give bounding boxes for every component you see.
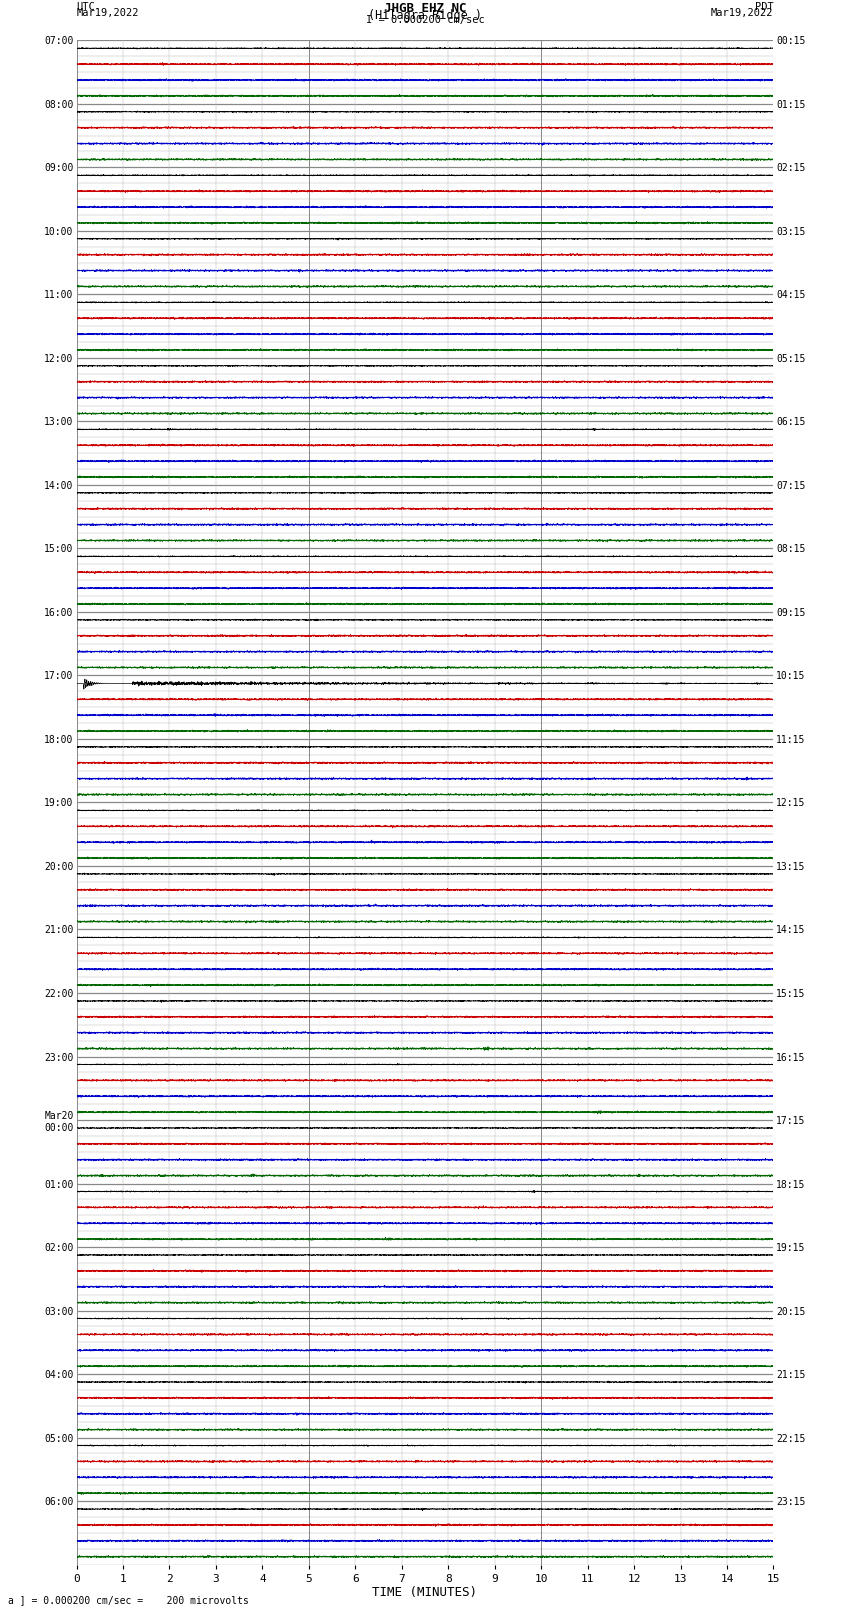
Text: PDT: PDT (755, 3, 774, 13)
Text: (Hilagra Ridge ): (Hilagra Ridge ) (368, 10, 482, 23)
Text: a ] = 0.000200 cm/sec =    200 microvolts: a ] = 0.000200 cm/sec = 200 microvolts (8, 1595, 249, 1605)
Text: Mar19,2022: Mar19,2022 (76, 8, 139, 18)
Text: JHGB EHZ NC: JHGB EHZ NC (383, 3, 467, 16)
Text: UTC: UTC (76, 3, 95, 13)
Text: Mar19,2022: Mar19,2022 (711, 8, 774, 18)
X-axis label: TIME (MINUTES): TIME (MINUTES) (372, 1587, 478, 1600)
Text: I = 0.000200 cm/sec: I = 0.000200 cm/sec (366, 16, 484, 26)
